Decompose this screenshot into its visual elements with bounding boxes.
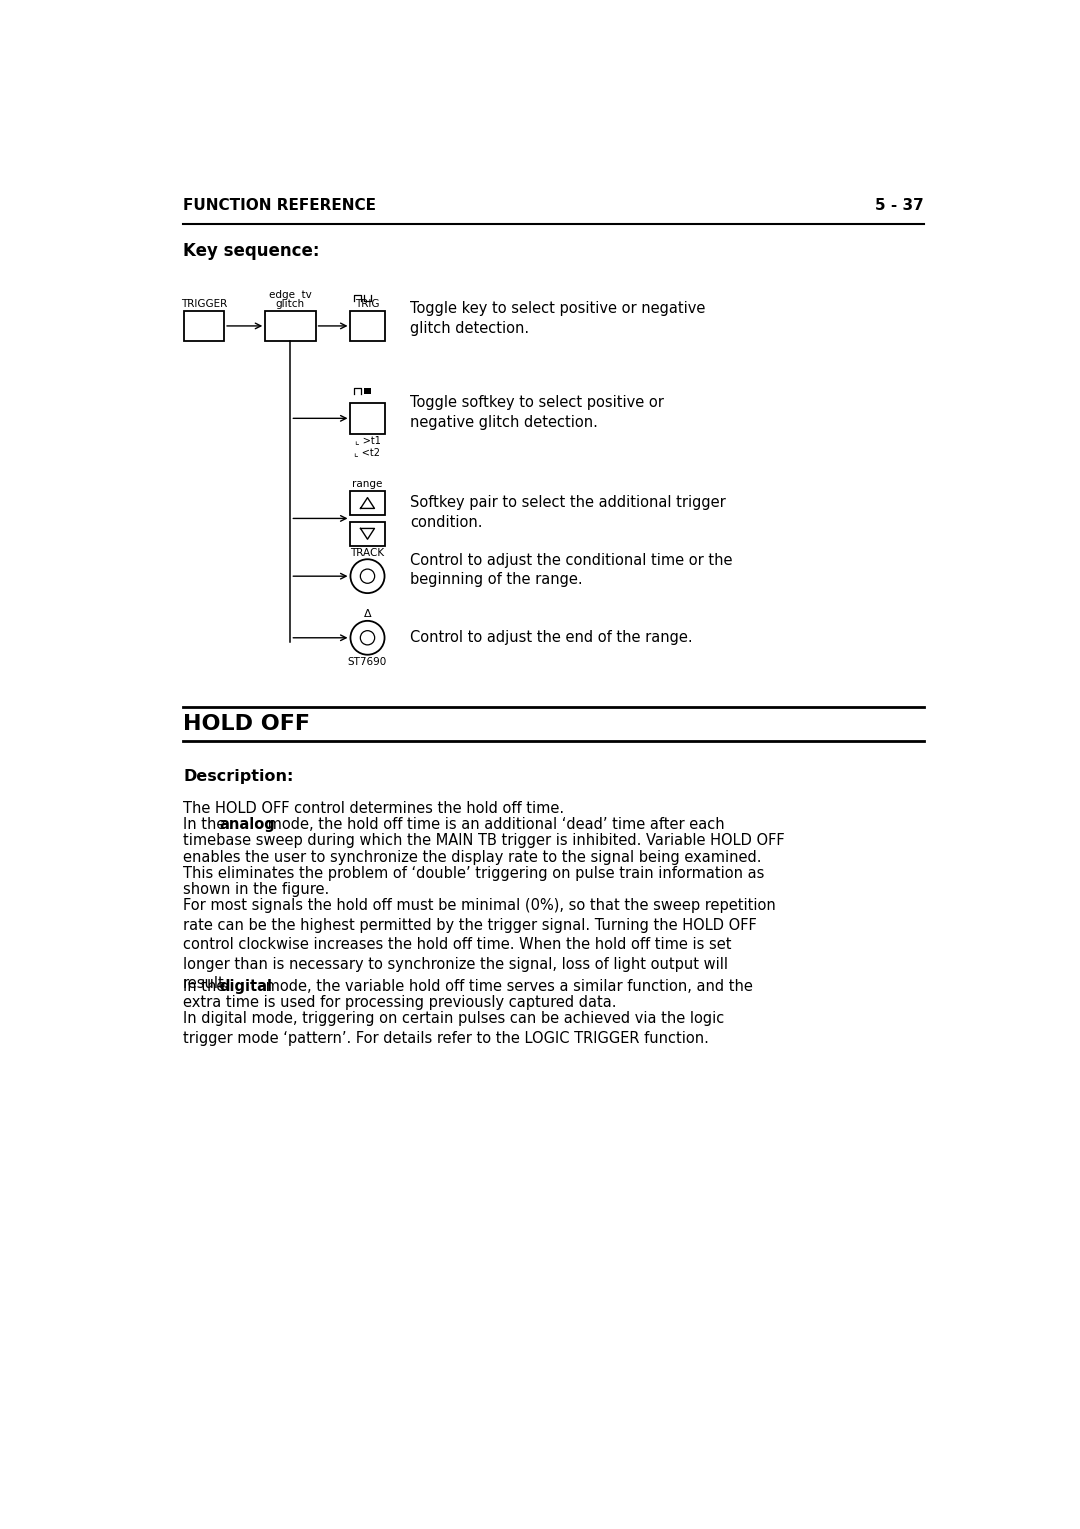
Bar [184, 310, 225, 341]
Text: Δ: Δ [364, 609, 372, 619]
Text: glitch: glitch [275, 300, 305, 309]
Bar [350, 521, 384, 546]
Text: shown in the figure.: shown in the figure. [183, 882, 329, 898]
Text: In the: In the [183, 816, 230, 832]
Circle shape [361, 569, 375, 583]
Text: In digital mode, triggering on certain pulses can be achieved via the logic
trig: In digital mode, triggering on certain p… [183, 1011, 725, 1046]
Text: ⌞ >t1
⌞ <t2: ⌞ >t1 ⌞ <t2 [354, 436, 380, 457]
Text: FUNCTION REFERENCE: FUNCTION REFERENCE [183, 197, 376, 213]
Text: extra time is used for processing previously captured data.: extra time is used for processing previo… [183, 995, 617, 1011]
Text: In the: In the [183, 979, 230, 994]
Text: HOLD OFF: HOLD OFF [183, 714, 310, 734]
Circle shape [350, 621, 384, 654]
Bar [266, 310, 315, 341]
Text: This eliminates the problem of ‘double’ triggering on pulse train information as: This eliminates the problem of ‘double’ … [183, 865, 765, 881]
Circle shape [361, 630, 375, 645]
Text: Toggle softkey to select positive or
negative glitch detection.: Toggle softkey to select positive or neg… [410, 394, 664, 430]
Bar [350, 491, 384, 515]
Text: Toggle key to select positive or negative
glitch detection.: Toggle key to select positive or negativ… [410, 301, 705, 336]
Bar [350, 404, 384, 434]
Text: Control to adjust the conditional time or the
beginning of the range.: Control to adjust the conditional time o… [410, 552, 732, 587]
Text: TRIG: TRIG [355, 300, 380, 309]
Text: 5 - 37: 5 - 37 [875, 197, 924, 213]
Text: The HOLD OFF control determines the hold off time.: The HOLD OFF control determines the hold… [183, 801, 564, 816]
Text: mode, the hold off time is an additional ‘dead’ time after each: mode, the hold off time is an additional… [262, 816, 725, 832]
Text: TRIGGER: TRIGGER [180, 300, 227, 309]
Text: analog: analog [219, 816, 275, 832]
Bar [350, 310, 384, 341]
Bar [364, 387, 372, 393]
Text: timebase sweep during which the MAIN TB trigger is inhibited. Variable HOLD OFF: timebase sweep during which the MAIN TB … [183, 833, 785, 849]
Text: ST7690: ST7690 [348, 657, 387, 667]
Text: range: range [352, 479, 382, 489]
Circle shape [350, 560, 384, 593]
Text: edge  tv: edge tv [269, 291, 312, 300]
Text: Softkey pair to select the additional trigger
condition.: Softkey pair to select the additional tr… [410, 495, 726, 529]
Text: Description:: Description: [183, 769, 294, 784]
Text: For most signals the hold off must be minimal (0%), so that the sweep repetition: For most signals the hold off must be mi… [183, 898, 775, 991]
Text: mode, the variable hold off time serves a similar function, and the: mode, the variable hold off time serves … [260, 979, 753, 994]
Text: Key sequence:: Key sequence: [183, 243, 320, 260]
Text: digital: digital [219, 979, 272, 994]
Text: TRACK: TRACK [350, 547, 384, 558]
Text: Control to adjust the end of the range.: Control to adjust the end of the range. [410, 630, 692, 645]
Text: enables the user to synchronize the display rate to the signal being examined.: enables the user to synchronize the disp… [183, 850, 761, 864]
